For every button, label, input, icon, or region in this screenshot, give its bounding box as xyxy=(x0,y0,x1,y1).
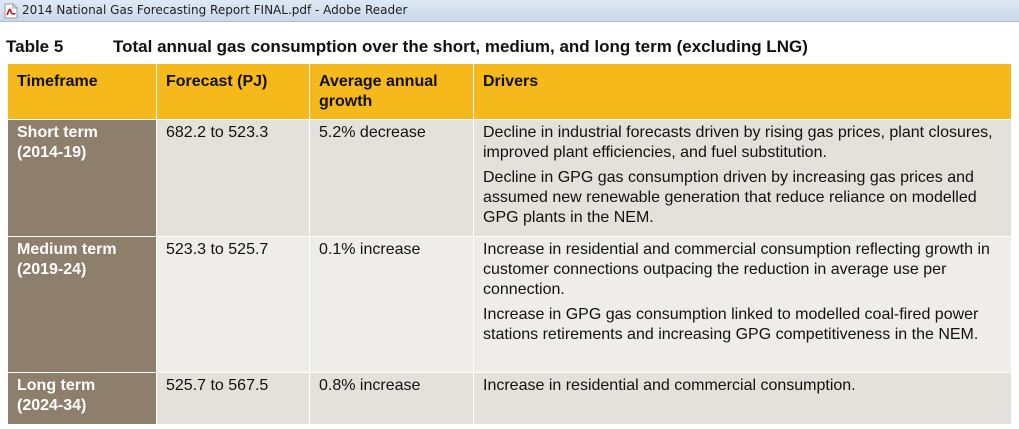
timeframe-period: (2014-19) xyxy=(17,144,87,161)
drivers-cell: Increase in residential and commercial c… xyxy=(473,236,1012,373)
timeframe-term: Short term xyxy=(17,124,98,141)
consumption-table: Timeframe Forecast (PJ) Average annual g… xyxy=(7,63,1012,425)
table-row: Long term (2024-34) 525.7 to 567.5 0.8% … xyxy=(7,372,1012,425)
table-row: Medium term (2019-24) 523.3 to 525.7 0.1… xyxy=(7,236,1012,373)
forecast-cell: 682.2 to 523.3 xyxy=(156,119,310,237)
window-title: 2014 National Gas Forecasting Report FIN… xyxy=(22,3,408,17)
driver-text: Increase in residential and commercial c… xyxy=(483,377,856,394)
table-header-row: Timeframe Forecast (PJ) Average annual g… xyxy=(7,63,1012,120)
timeframe-term: Medium term xyxy=(17,241,117,258)
timeframe-cell: Medium term (2019-24) xyxy=(7,236,157,373)
driver-text: Decline in industrial forecasts driven b… xyxy=(483,124,993,161)
header-growth: Average annual growth xyxy=(309,63,474,120)
header-forecast: Forecast (PJ) xyxy=(156,63,310,120)
timeframe-cell: Long term (2024-34) xyxy=(7,372,157,425)
window-titlebar: 2014 National Gas Forecasting Report FIN… xyxy=(0,0,1019,22)
pdf-page: Table 5 Total annual gas consumption ove… xyxy=(0,22,1019,429)
drivers-cell: Decline in industrial forecasts driven b… xyxy=(473,119,1012,237)
timeframe-period: (2019-24) xyxy=(17,261,87,278)
driver-text: Increase in residential and commercial c… xyxy=(483,241,990,298)
header-timeframe: Timeframe xyxy=(7,63,157,120)
timeframe-period: (2024-34) xyxy=(17,397,87,414)
forecast-cell: 523.3 to 525.7 xyxy=(156,236,310,373)
growth-cell: 0.8% increase xyxy=(309,372,474,425)
driver-text: Increase in GPG gas consumption linked t… xyxy=(483,306,979,343)
timeframe-cell: Short term (2014-19) xyxy=(7,119,157,237)
table-title: Total annual gas consumption over the sh… xyxy=(113,37,808,56)
driver-text: Decline in GPG gas consumption driven by… xyxy=(483,169,977,226)
table-number: Table 5 xyxy=(6,37,64,56)
growth-cell: 5.2% decrease xyxy=(309,119,474,237)
forecast-cell: 525.7 to 567.5 xyxy=(156,372,310,425)
timeframe-term: Long term xyxy=(17,377,96,394)
header-drivers: Drivers xyxy=(473,63,1012,120)
table-row: Short term (2014-19) 682.2 to 523.3 5.2%… xyxy=(7,119,1012,237)
drivers-cell: Increase in residential and commercial c… xyxy=(473,372,1012,425)
pdf-file-icon xyxy=(4,3,18,19)
growth-cell: 0.1% increase xyxy=(309,236,474,373)
